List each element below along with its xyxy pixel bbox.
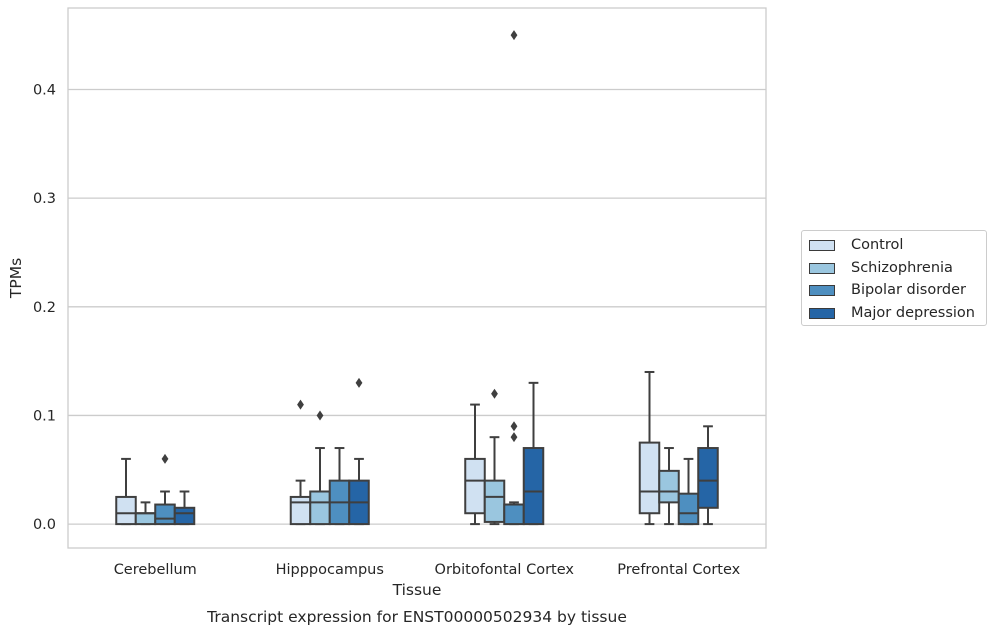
box-cerebellum-major-depression bbox=[173, 490, 196, 526]
outlier-point bbox=[510, 432, 518, 443]
y-axis-label: TPMs bbox=[7, 258, 25, 299]
y-tick-label-0-1: 0.1 bbox=[33, 408, 56, 424]
x-axis-label: Tissue bbox=[392, 581, 442, 599]
legend-swatch-bipolar-disorder bbox=[809, 284, 835, 296]
outlier-point bbox=[510, 421, 518, 432]
outlier-point bbox=[161, 453, 169, 464]
x-tick-label-orbitofontal-cortex: Orbitofontal Cortex bbox=[435, 562, 575, 578]
box-body bbox=[677, 492, 700, 526]
y-tick-label-0-3: 0.3 bbox=[33, 191, 56, 207]
box-body bbox=[638, 441, 661, 515]
box-body bbox=[483, 479, 506, 523]
legend-label-control: Control bbox=[851, 237, 904, 253]
box-body bbox=[697, 447, 719, 509]
outlier-point bbox=[491, 388, 498, 399]
box-prefrontal-cortex-major-depression bbox=[697, 425, 719, 526]
box-cerebellum-bipolar-disorder bbox=[154, 453, 176, 526]
outlier-point bbox=[297, 399, 304, 410]
box-body bbox=[658, 469, 680, 504]
y-tick-label-0-2: 0.2 bbox=[33, 300, 56, 316]
box-hipppocampus-control bbox=[289, 399, 312, 526]
box-hipppocampus-schizophrenia bbox=[309, 410, 331, 526]
x-tick-label-hipppocampus: Hipppocampus bbox=[276, 562, 384, 578]
box-body bbox=[289, 495, 312, 526]
outlier-point bbox=[355, 377, 363, 388]
x-tick-label-prefrontal-cortex: Prefrontal Cortex bbox=[617, 562, 740, 578]
legend-item-schizophrenia: Schizophrenia bbox=[809, 258, 953, 278]
legend: Control Schizophrenia Bipolar disorder M… bbox=[801, 230, 987, 326]
box-hipppocampus-bipolar-disorder bbox=[328, 447, 351, 526]
box-hipppocampus-major-depression bbox=[348, 377, 370, 526]
box-orbitofontal-cortex-control bbox=[464, 403, 486, 526]
legend-item-major-depression: Major depression bbox=[809, 303, 975, 323]
box-prefrontal-cortex-schizophrenia bbox=[658, 447, 680, 526]
box-body bbox=[464, 457, 486, 515]
y-tick-label-0-0: 0.0 bbox=[33, 517, 56, 533]
box-body bbox=[115, 495, 137, 526]
legend-item-control: Control bbox=[809, 235, 903, 255]
plot-area-frame bbox=[67, 7, 767, 549]
box-orbitofontal-cortex-major-depression bbox=[522, 381, 545, 526]
outlier-point bbox=[510, 30, 518, 41]
legend-label-bipolar-disorder: Bipolar disorder bbox=[851, 282, 966, 298]
box-body bbox=[309, 490, 331, 526]
boxes bbox=[115, 30, 719, 526]
y-tick-labels: 0.0 0.1 0.2 0.3 0.4 bbox=[33, 82, 56, 533]
outlier-point bbox=[316, 410, 324, 421]
box-cerebellum-schizophrenia bbox=[134, 501, 157, 526]
y-gridlines bbox=[68, 88, 766, 525]
legend-swatch-schizophrenia bbox=[809, 262, 835, 274]
box-prefrontal-cortex-control bbox=[638, 370, 661, 526]
legend-swatch-control bbox=[809, 239, 835, 251]
x-tick-labels: Cerebellum Hipppocampus Orbitofontal Corte… bbox=[114, 562, 741, 578]
x-tick-label-cerebellum: Cerebellum bbox=[114, 562, 197, 578]
box-body bbox=[503, 503, 525, 526]
box-body bbox=[173, 506, 196, 526]
box-body bbox=[522, 447, 545, 526]
box-orbitofontal-cortex-schizophrenia bbox=[483, 388, 506, 526]
chart-caption: Transcript expression for ENST0000050293… bbox=[206, 608, 627, 626]
y-tick-label-0-4: 0.4 bbox=[33, 82, 56, 98]
legend-swatch-major-depression bbox=[809, 307, 835, 319]
box-prefrontal-cortex-bipolar-disorder bbox=[677, 457, 700, 526]
legend-label-major-depression: Major depression bbox=[851, 305, 975, 321]
box-body bbox=[134, 512, 157, 526]
box-body bbox=[154, 503, 176, 526]
box-orbitofontal-cortex-bipolar-disorder bbox=[503, 30, 525, 526]
legend-label-schizophrenia: Schizophrenia bbox=[851, 260, 953, 276]
box-cerebellum-control bbox=[115, 457, 137, 526]
legend-item-bipolar-disorder: Bipolar disorder bbox=[809, 280, 966, 300]
